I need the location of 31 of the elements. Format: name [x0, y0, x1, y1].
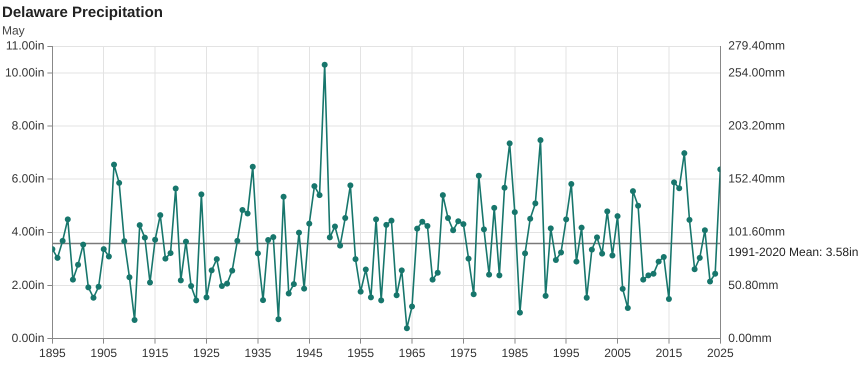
x-tick-label: 1985 [501, 346, 528, 360]
y-tick-label: 2.00in [12, 278, 44, 292]
y-tick-label: 10.00in [4, 65, 44, 80]
x-tick-label: 1925 [193, 346, 220, 360]
y2-tick-label: 203.20mm [728, 118, 786, 132]
y-tick-label: 11.00in [6, 38, 44, 53]
y-tick-label: 0.00in [12, 330, 44, 345]
y2-tick-label: 101.60mm [728, 224, 786, 239]
x-tick-label: 1975 [450, 346, 478, 360]
y2-tick-label: 254.00mm [728, 65, 786, 80]
x-tick-label: 1895 [39, 346, 66, 360]
x-tick-label: 2015 [656, 346, 683, 360]
y-tick-label: 6.00in [12, 172, 44, 186]
x-tick-label: 1955 [347, 346, 374, 360]
y2-tick-label: 279.40mm [728, 38, 786, 53]
y-tick-label: 4.00in [12, 224, 44, 239]
y2-tick-label: 50.80mm [728, 278, 778, 292]
x-tick-label: 1945 [296, 346, 323, 360]
y-tick-label: 8.00in [12, 118, 44, 132]
x-tick-label: 2005 [604, 346, 632, 360]
x-tick-label: 1905 [90, 346, 118, 360]
x-tick-label: 1995 [552, 346, 580, 360]
y2-tick-label: 0.00mm [728, 330, 772, 345]
ref-line-label: 1991-2020 Mean: 3.58in [728, 244, 858, 259]
chart-title: Delaware Precipitation [2, 4, 163, 22]
x-tick-label: 1915 [142, 346, 169, 360]
x-tick-label: 1965 [398, 346, 426, 360]
x-tick-label: 1935 [244, 346, 272, 360]
x-tick-label: 2025 [706, 346, 734, 360]
y2-tick-label: 152.40mm [728, 172, 786, 186]
chart-subtitle: May [2, 24, 25, 38]
